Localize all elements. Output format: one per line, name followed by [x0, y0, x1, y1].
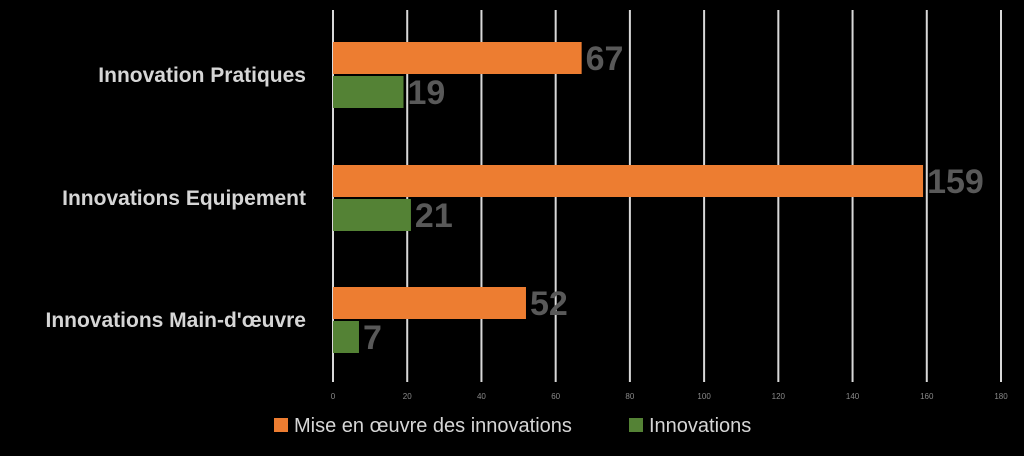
- x-tick-label: 180: [994, 392, 1008, 401]
- legend-swatch-mise-en-oeuvre: [274, 418, 288, 432]
- x-tick-label: 20: [403, 392, 412, 401]
- bar-mise-en-oeuvre: [333, 42, 582, 74]
- x-tick-label: 40: [477, 392, 486, 401]
- legend-swatch-innovations: [629, 418, 643, 432]
- x-tick-label: 140: [846, 392, 860, 401]
- data-label: 67: [586, 40, 624, 78]
- bar-innovations: [333, 321, 359, 353]
- data-label: 52: [530, 285, 568, 323]
- legend-label: Mise en œuvre des innovations: [294, 415, 572, 437]
- x-tick-label: 80: [625, 392, 634, 401]
- data-label: 159: [927, 163, 984, 201]
- x-tick-label: 60: [551, 392, 560, 401]
- bar-mise-en-oeuvre: [333, 287, 526, 319]
- legend: Mise en œuvre des innovations Innovations: [274, 415, 751, 437]
- x-tick-label: 100: [697, 392, 711, 401]
- bar-innovations: [333, 199, 411, 231]
- data-label: 19: [408, 74, 446, 112]
- category-label: Innovations Equipement: [62, 187, 306, 210]
- data-label: 21: [415, 197, 453, 235]
- x-tick-label: 160: [920, 392, 934, 401]
- x-tick-label: 0: [331, 392, 336, 401]
- legend-label: Innovations: [649, 415, 751, 437]
- category-label: Innovations Main-d'œuvre: [45, 309, 306, 332]
- x-axis-ticks: 0 20 40 60 80 100 120 140 160 180: [331, 392, 1008, 401]
- x-tick-label: 120: [772, 392, 786, 401]
- bar-innovations: [333, 76, 404, 108]
- category-label: Innovation Pratiques: [98, 64, 306, 87]
- bar-mise-en-oeuvre: [333, 165, 924, 197]
- bars-group: 67 19 159 21 52 7: [333, 40, 984, 357]
- data-label: 7: [363, 319, 382, 357]
- category-labels: Innovation Pratiques Innovations Equipeme…: [45, 64, 306, 332]
